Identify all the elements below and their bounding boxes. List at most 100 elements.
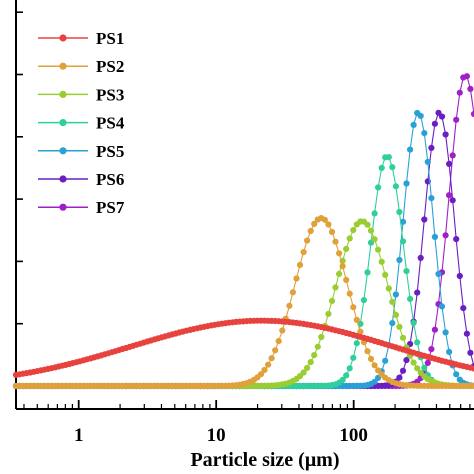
data-point — [375, 367, 382, 374]
data-point — [463, 73, 470, 80]
series-ps1 — [12, 317, 474, 378]
data-point — [375, 246, 382, 253]
legend-item-ps6: PS6 — [38, 170, 124, 189]
data-point — [396, 374, 403, 381]
legend-item-ps3: PS3 — [38, 85, 124, 104]
data-point — [399, 367, 407, 374]
data-point — [396, 323, 403, 330]
data-point — [453, 236, 460, 243]
data-point — [367, 227, 375, 234]
data-point — [332, 284, 339, 291]
data-point — [414, 339, 421, 346]
data-point — [304, 364, 311, 371]
data-point — [403, 268, 410, 275]
series-ps4 — [12, 154, 474, 390]
data-point — [435, 270, 442, 278]
data-point — [470, 110, 474, 118]
data-point — [350, 354, 357, 361]
data-point — [403, 180, 410, 187]
data-point — [307, 227, 314, 235]
legend-item-ps7: PS7 — [38, 198, 125, 217]
data-point — [389, 298, 396, 305]
data-point — [371, 362, 378, 369]
data-point — [339, 376, 346, 383]
data-point — [279, 327, 286, 334]
legend-label: PS1 — [96, 29, 124, 48]
data-point — [428, 195, 435, 202]
legend-marker — [59, 62, 67, 70]
legend-marker — [59, 90, 67, 98]
data-point — [257, 371, 265, 378]
data-point — [364, 221, 371, 228]
data-point — [268, 355, 275, 362]
data-point — [350, 304, 357, 311]
data-point — [417, 112, 424, 119]
data-point — [449, 197, 456, 204]
data-point — [424, 158, 431, 165]
legend-label: PS6 — [96, 170, 124, 189]
data-point — [289, 289, 296, 296]
legend-marker — [59, 34, 67, 42]
data-point — [328, 297, 336, 304]
data-point — [360, 297, 367, 304]
data-point — [261, 366, 268, 374]
data-point — [392, 183, 399, 190]
data-point — [431, 326, 438, 333]
data-point — [399, 334, 407, 341]
legend-item-ps5: PS5 — [38, 142, 124, 161]
legend-item-ps1: PS1 — [38, 29, 124, 48]
data-point — [300, 249, 307, 256]
data-point — [446, 192, 453, 199]
data-point — [453, 116, 460, 123]
data-point — [421, 364, 428, 371]
legend-marker — [59, 147, 67, 155]
data-point — [265, 361, 272, 368]
data-point — [399, 218, 407, 225]
data-point — [438, 113, 446, 120]
data-point — [385, 154, 392, 161]
data-point — [350, 227, 357, 234]
data-point — [421, 216, 428, 223]
data-point — [417, 254, 424, 261]
data-point — [304, 237, 311, 244]
data-point — [382, 357, 389, 364]
data-point — [339, 263, 346, 270]
data-point — [414, 289, 421, 296]
legend: PS1 PS2 PS3 PS4 PS5 PS6 PS7 — [38, 29, 125, 217]
data-point — [296, 261, 304, 268]
data-point — [314, 343, 321, 350]
data-point — [442, 232, 449, 239]
x-tick-label: 10 — [207, 425, 226, 446]
data-point — [328, 228, 336, 235]
data-point — [364, 269, 371, 276]
data-point — [378, 164, 385, 171]
data-point — [410, 121, 417, 128]
data-point — [371, 210, 378, 217]
data-point — [346, 235, 353, 242]
data-point — [318, 333, 325, 341]
legend-item-ps4: PS4 — [38, 114, 125, 133]
data-point — [446, 160, 453, 167]
data-point — [353, 316, 360, 323]
data-point — [396, 208, 403, 216]
data-point — [449, 152, 456, 159]
data-point — [407, 295, 414, 302]
data-point — [442, 131, 449, 138]
data-point — [456, 272, 463, 280]
data-point — [367, 355, 375, 362]
data-point — [325, 310, 332, 317]
data-point — [467, 85, 474, 92]
data-point — [375, 184, 382, 191]
data-point — [392, 311, 399, 318]
data-point — [325, 221, 332, 228]
data-point — [403, 357, 410, 364]
data-point — [389, 164, 396, 171]
data-point — [446, 348, 453, 355]
data-point — [385, 285, 392, 292]
legend-marker — [59, 203, 67, 211]
data-point — [389, 320, 396, 327]
legend-marker — [59, 175, 67, 183]
data-point — [311, 220, 318, 227]
data-point — [272, 347, 279, 354]
data-point — [392, 291, 399, 298]
